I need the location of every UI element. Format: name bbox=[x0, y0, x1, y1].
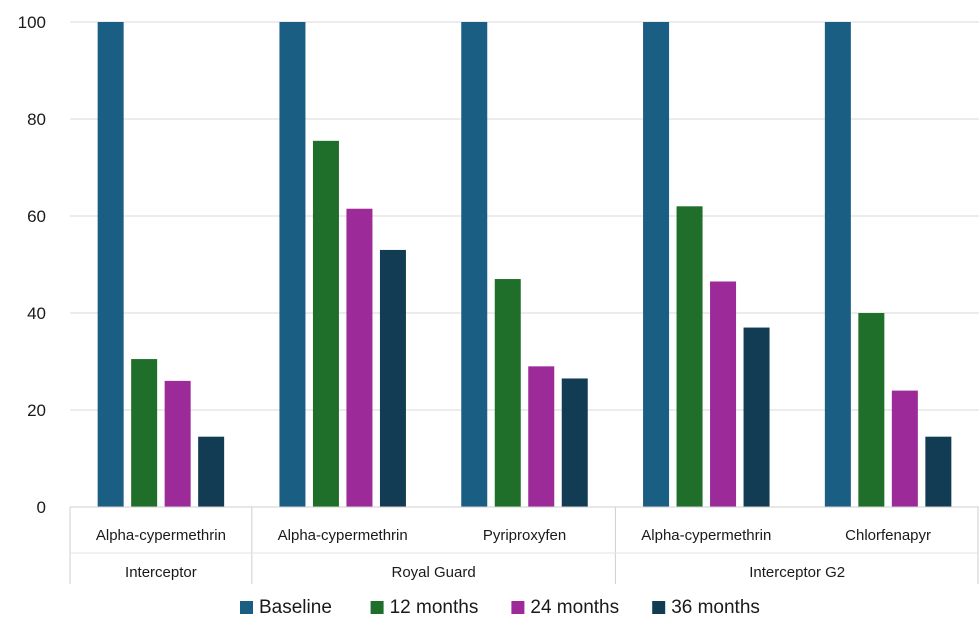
category-label: Pyriproxyfen bbox=[483, 527, 566, 544]
legend-label: 24 months bbox=[530, 597, 619, 618]
bar-36-months bbox=[743, 327, 770, 507]
bars bbox=[97, 22, 952, 508]
legend-label: Baseline bbox=[259, 597, 332, 618]
legend-swatch bbox=[370, 601, 384, 614]
bar-24-months bbox=[164, 380, 191, 507]
bar-24-months bbox=[346, 208, 373, 507]
y-tick-label: 40 bbox=[27, 304, 46, 323]
y-tick-label: 80 bbox=[27, 110, 46, 129]
y-axis-ticks: 0 20 40 60 80 100 bbox=[18, 13, 46, 517]
x-axis: Alpha-cypermethrin Alpha-cypermethrin Pyri… bbox=[69, 506, 979, 584]
bar-36-months bbox=[379, 249, 406, 507]
bar-baseline bbox=[461, 22, 488, 507]
category-label: Alpha-cypermethrin bbox=[96, 527, 226, 544]
bar-36-months bbox=[561, 378, 588, 507]
y-tick-label: 60 bbox=[27, 207, 46, 226]
legend-label: 12 months bbox=[390, 597, 479, 618]
legend-label: 36 months bbox=[671, 597, 760, 618]
bar-baseline bbox=[643, 22, 670, 507]
bar-12-months bbox=[131, 359, 158, 507]
bar-24-months bbox=[710, 281, 737, 507]
group-label: Interceptor bbox=[125, 564, 197, 581]
legend-swatch bbox=[511, 601, 525, 614]
category-label: Chlorfenapyr bbox=[845, 527, 931, 544]
legend-swatch bbox=[240, 601, 253, 614]
bar-12-months bbox=[676, 206, 703, 508]
category-label: Alpha-cypermethrin bbox=[641, 527, 771, 544]
y-tick-label: 0 bbox=[37, 498, 46, 517]
bar-24-months bbox=[528, 366, 555, 507]
bar-baseline bbox=[279, 22, 306, 507]
bar-36-months bbox=[925, 436, 952, 507]
group-label: Royal Guard bbox=[391, 564, 475, 581]
legend-swatch bbox=[652, 601, 666, 614]
y-tick-label: 100 bbox=[18, 13, 46, 32]
bar-12-months bbox=[494, 279, 521, 507]
bar-baseline bbox=[824, 22, 851, 507]
bar-baseline bbox=[97, 22, 124, 507]
category-label: Alpha-cypermethrin bbox=[278, 527, 408, 544]
bar-24-months bbox=[891, 390, 918, 507]
group-label: Interceptor G2 bbox=[749, 564, 845, 581]
y-tick-label: 20 bbox=[27, 401, 46, 420]
bar-36-months bbox=[198, 436, 225, 507]
bar-12-months bbox=[312, 140, 339, 507]
legend: Baseline 12 months 24 months 36 months bbox=[240, 597, 760, 618]
bar-12-months bbox=[858, 313, 885, 507]
